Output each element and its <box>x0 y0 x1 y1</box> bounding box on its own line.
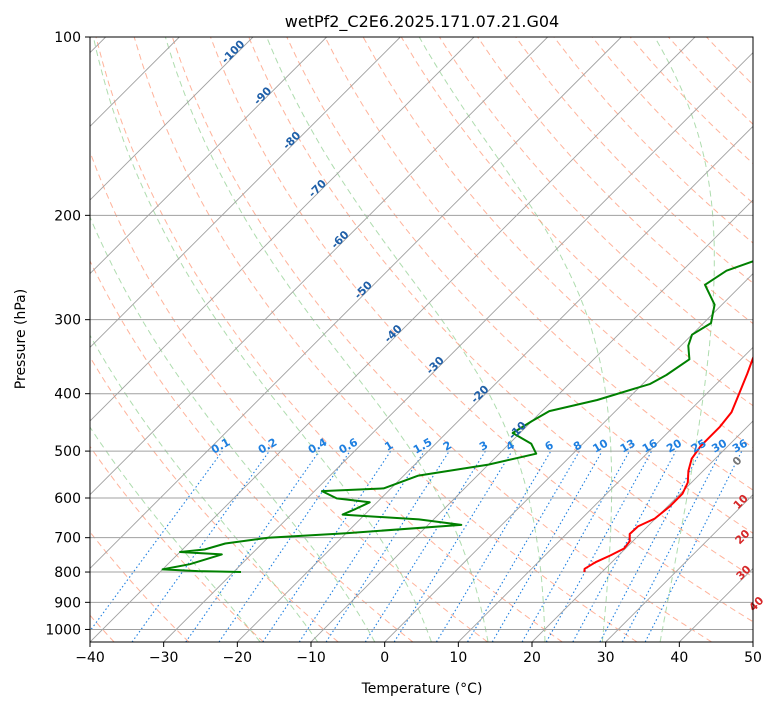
dry-adiabat-line <box>248 37 753 578</box>
mixing-ratio-line <box>364 450 486 642</box>
mixing-ratio-line <box>467 450 580 642</box>
isotherm-line <box>90 37 696 642</box>
isotherm-line <box>458 346 753 642</box>
isotherm-line <box>531 420 753 642</box>
y-tick-label: 1000 <box>45 622 81 638</box>
mixing-ratio-line <box>218 450 351 642</box>
plot-frame <box>89 36 754 643</box>
y-tick-label: 500 <box>54 444 81 460</box>
y-tick-label: 400 <box>54 387 81 403</box>
moist-adiabat-line <box>90 215 376 642</box>
x-tick-label: −30 <box>149 650 179 666</box>
dry-adiabat-line <box>210 37 753 623</box>
isotherm-line <box>90 37 254 201</box>
mixing-ratio-line <box>435 450 552 642</box>
isotherms <box>90 37 753 642</box>
y-tick-label: 200 <box>54 208 81 224</box>
dry-adiabat-line <box>171 37 712 642</box>
mixing-ratio-line <box>572 450 677 642</box>
y-axis-ticks: 100 200 300 400 500 600 700 800 900 1000 <box>45 30 90 638</box>
dry-adiabat-line <box>95 37 563 642</box>
isotherm-line <box>90 37 548 496</box>
isotherm-line <box>237 125 753 642</box>
y-tick-label: 300 <box>54 313 81 329</box>
mixing-ratio-line <box>393 450 513 642</box>
mixing-ratio-line <box>521 450 630 642</box>
x-tick-label: −40 <box>75 650 105 666</box>
moist-adiabat-line <box>266 37 546 642</box>
plot-background <box>90 37 753 642</box>
isotherm-line <box>163 52 753 642</box>
temperature-line <box>583 355 753 573</box>
isotherm-line <box>90 37 327 275</box>
dry-adiabat-line <box>324 37 753 491</box>
x-tick-label: −10 <box>296 650 326 666</box>
isotherm-line <box>310 199 753 642</box>
isotherm-line <box>90 37 401 348</box>
dry-adiabat-line <box>515 37 753 284</box>
y-tick-label: 800 <box>54 565 81 581</box>
x-tick-label: 10 <box>449 650 467 666</box>
isotherm-line <box>752 641 753 642</box>
isotherm-line <box>90 37 622 569</box>
dry-adiabat-line <box>133 37 638 642</box>
mixing-ratio-line <box>491 450 603 642</box>
y-tick-label: 900 <box>54 595 81 611</box>
moist-adiabat-line <box>92 37 432 642</box>
y-tick-label: 700 <box>54 531 81 547</box>
profile-series <box>161 260 753 573</box>
y-axis-label: Pressure (hPa) <box>13 289 29 389</box>
isotherm-line <box>384 273 753 642</box>
x-axis-label: Temperature (°C) <box>361 681 483 697</box>
x-axis-ticks: −40 −30 −20 −10 0 10 20 30 40 50 <box>75 642 762 666</box>
dry-adiabat-line <box>90 445 264 642</box>
mixing-ratio-line <box>325 450 450 642</box>
moist-adiabat-line <box>654 37 715 642</box>
moist-adiabat-line <box>90 426 261 642</box>
mixing-ratio-line <box>185 450 320 642</box>
dewpoint-line <box>161 260 753 573</box>
y-tick-label: 100 <box>54 30 81 46</box>
x-tick-label: 0 <box>380 650 389 666</box>
dry-adiabat-line <box>90 356 339 642</box>
dry-adiabat-line <box>90 259 414 642</box>
pressure-gridlines <box>90 37 753 630</box>
x-tick-label: 50 <box>744 650 762 666</box>
y-tick-label: 600 <box>54 491 81 507</box>
x-tick-label: 30 <box>597 650 615 666</box>
chart-title: wetPf2_C2E6.2025.171.07.21.G04 <box>285 12 559 32</box>
moist-adiabat-line <box>418 37 613 642</box>
moist-adiabat-line <box>90 334 319 642</box>
isotherm-line <box>605 494 753 642</box>
x-tick-label: 40 <box>670 650 688 666</box>
x-tick-label: −20 <box>223 650 253 666</box>
x-tick-label: 20 <box>523 650 541 666</box>
isotherm-line <box>90 37 475 422</box>
